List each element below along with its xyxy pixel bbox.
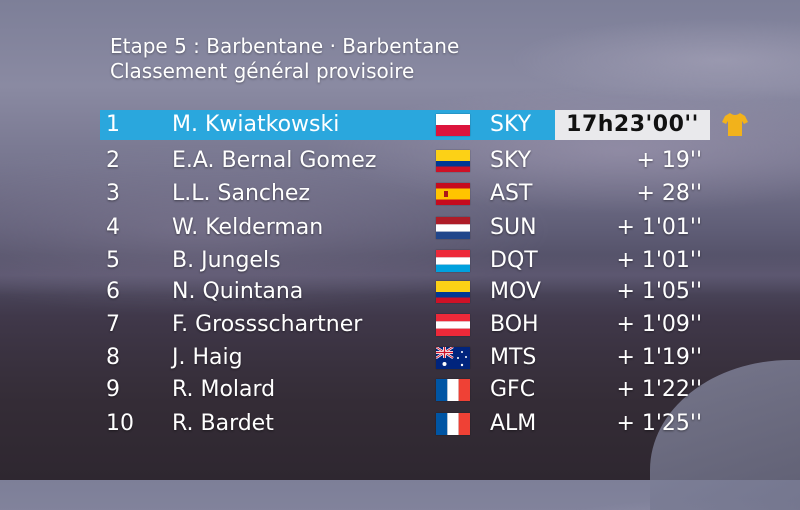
standings-row-9: 9 R. Molard GFC + 1'22'' <box>100 375 710 405</box>
rider-name: J. Haig <box>172 345 243 370</box>
time-gap: + 1'01'' <box>616 215 702 240</box>
rank: 7 <box>106 312 120 337</box>
time-gap: + 1'25'' <box>616 411 702 436</box>
time-gap: + 19'' <box>636 148 702 173</box>
flag-colombia-icon <box>436 281 470 303</box>
rider-name: N. Quintana <box>172 279 304 304</box>
rank: 8 <box>106 345 120 370</box>
standings-subtitle: Classement général provisoire <box>110 59 415 83</box>
flag-luxembourg-icon <box>436 250 470 272</box>
standings-row-2: 2 E.A. Bernal Gomez SKY + 19'' <box>100 146 710 176</box>
rank: 2 <box>106 148 120 173</box>
rank: 3 <box>106 181 120 206</box>
flag-france-icon <box>436 379 470 401</box>
rider-name: M. Kwiatkowski <box>172 112 340 137</box>
flag-france-icon <box>436 413 470 435</box>
flag-australia-icon <box>436 347 470 369</box>
rider-name: F. Grossschartner <box>172 312 363 337</box>
standings-row-1: 1 M. Kwiatkowski SKY 17h23'00'' <box>100 110 710 140</box>
time-gap: + 1'05'' <box>616 279 702 304</box>
rank: 1 <box>106 112 120 137</box>
flag-spain-icon <box>436 183 470 205</box>
background-haze <box>0 255 800 295</box>
rank: 9 <box>106 377 120 402</box>
rank: 6 <box>106 279 120 304</box>
team-code: BOH <box>490 312 539 337</box>
time-gap: + 1'19'' <box>616 345 702 370</box>
stage-title: Etape 5 : Barbentane · Barbentane <box>110 34 460 58</box>
time-gap: + 1'09'' <box>616 312 702 337</box>
rider-name: R. Bardet <box>172 411 274 436</box>
team-code: MOV <box>490 279 541 304</box>
team-code: MTS <box>490 345 537 370</box>
standings-row-5: 5 B. Jungels DQT + 1'01'' <box>100 246 710 276</box>
time-gap: + 28'' <box>636 181 702 206</box>
rider-name: R. Molard <box>172 377 276 402</box>
team-code: DQT <box>490 248 538 273</box>
time-gap: + 1'01'' <box>616 248 702 273</box>
standings-row-7: 7 F. Grossschartner BOH + 1'09'' <box>100 310 710 340</box>
standings-header: Etape 5 : Barbentane · Barbentane Classe… <box>110 34 459 84</box>
rider-name: L.L. Sanchez <box>172 181 311 206</box>
rider-name: W. Kelderman <box>172 215 324 240</box>
rider-name: E.A. Bernal Gomez <box>172 148 377 173</box>
team-code: SKY <box>490 148 532 173</box>
rider-name: B. Jungels <box>172 248 281 273</box>
flag-colombia-icon <box>436 150 470 172</box>
standings-row-8: 8 J. Haig MTS + 1'19'' <box>100 343 710 373</box>
standings-row-10: 10 R. Bardet ALM + 1'25'' <box>100 409 710 439</box>
rank: 4 <box>106 215 120 240</box>
rank: 5 <box>106 248 120 273</box>
team-code: GFC <box>490 377 536 402</box>
standings-row-3: 3 L.L. Sanchez AST + 28'' <box>100 179 710 209</box>
standings-row-4: 4 W. Kelderman SUN + 1'01'' <box>100 213 710 243</box>
flag-netherlands-icon <box>436 217 470 239</box>
standings-row-6: 6 N. Quintana MOV + 1'05'' <box>100 277 710 307</box>
rank: 10 <box>106 411 134 436</box>
team-code: AST <box>490 181 533 206</box>
yellow-jersey-icon <box>722 113 748 136</box>
time-gap: + 1'22'' <box>616 377 702 402</box>
flag-austria-icon <box>436 314 470 336</box>
team-code: SKY <box>490 112 532 137</box>
team-code: ALM <box>490 411 537 436</box>
team-code: SUN <box>490 215 537 240</box>
flag-poland-icon <box>436 114 470 136</box>
leader-time: 17h23'00'' <box>555 110 710 140</box>
